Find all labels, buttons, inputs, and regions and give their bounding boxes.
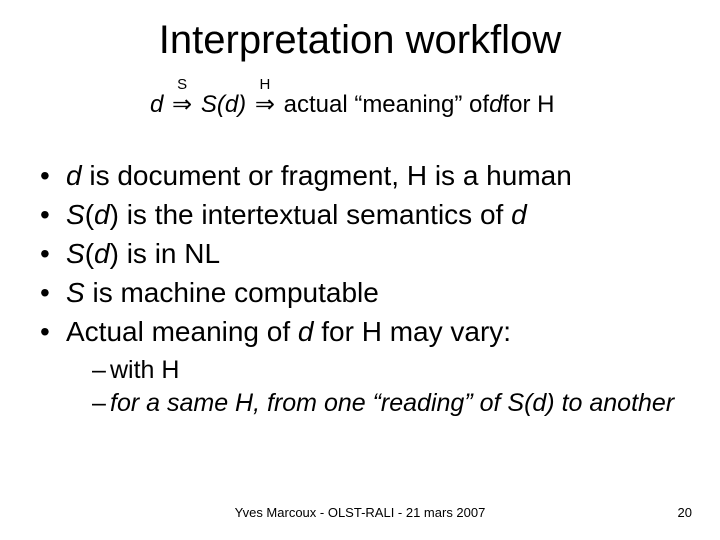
text: ( xyxy=(85,238,94,269)
bullet-item: S(d) is in NL xyxy=(38,236,678,271)
sub-bullet-list: with H for a same H, from one “reading” … xyxy=(38,355,678,420)
formula-d2: d xyxy=(489,91,502,119)
text: ) is the intertextual semantics of xyxy=(110,199,512,230)
arrow-sup-h: H xyxy=(259,76,270,93)
formula-d: d xyxy=(150,91,163,119)
slide: Interpretation workflow d S ⇒ S(d) H ⇒ a… xyxy=(0,0,720,540)
text: is document or fragment, H is a human xyxy=(82,160,572,191)
text-italic: d xyxy=(94,199,110,230)
slide-footer: Yves Marcoux - OLST-RALI - 21 mars 2007 xyxy=(0,505,720,520)
double-arrow-icon: ⇒ xyxy=(255,91,275,118)
text-italic: S xyxy=(66,238,85,269)
bullet-list: d is document or fragment, H is a human … xyxy=(38,158,678,422)
bullet-item: d is document or fragment, H is a human xyxy=(38,158,678,193)
bullet-item: S is machine computable xyxy=(38,275,678,310)
arrow-h: H ⇒ xyxy=(255,90,275,119)
formula-for: for H xyxy=(502,91,554,119)
arrow-s: S ⇒ xyxy=(172,90,192,119)
text-italic: S xyxy=(66,277,85,308)
sub-bullet-item: for a same H, from one “reading” of S(d)… xyxy=(92,388,678,419)
text-italic: d xyxy=(511,199,527,230)
text-italic: S xyxy=(66,199,85,230)
text: for H may vary: xyxy=(314,316,512,347)
workflow-formula: d S ⇒ S(d) H ⇒ actual “meaning” of d for… xyxy=(150,90,554,119)
page-number: 20 xyxy=(678,505,692,520)
text: with H xyxy=(110,356,179,384)
slide-title: Interpretation workflow xyxy=(0,18,720,63)
arrow-sup-s: S xyxy=(177,76,187,93)
double-arrow-icon: ⇒ xyxy=(172,91,192,118)
text: is machine computable xyxy=(85,277,379,308)
text: ) is in NL xyxy=(110,238,220,269)
sub-bullet-item: with H xyxy=(92,355,678,386)
text: for a same H, from one “reading” of S(d)… xyxy=(110,389,674,417)
text-italic: d xyxy=(298,316,314,347)
formula-sd: S(d) xyxy=(201,91,246,119)
text: Actual meaning of xyxy=(66,316,298,347)
text-italic: d xyxy=(94,238,110,269)
text-italic: d xyxy=(66,160,82,191)
bullet-item: S(d) is the intertextual semantics of d xyxy=(38,197,678,232)
formula-rest: actual “meaning” of xyxy=(284,91,489,119)
bullet-item: Actual meaning of d for H may vary: xyxy=(38,314,678,349)
text: ( xyxy=(85,199,94,230)
